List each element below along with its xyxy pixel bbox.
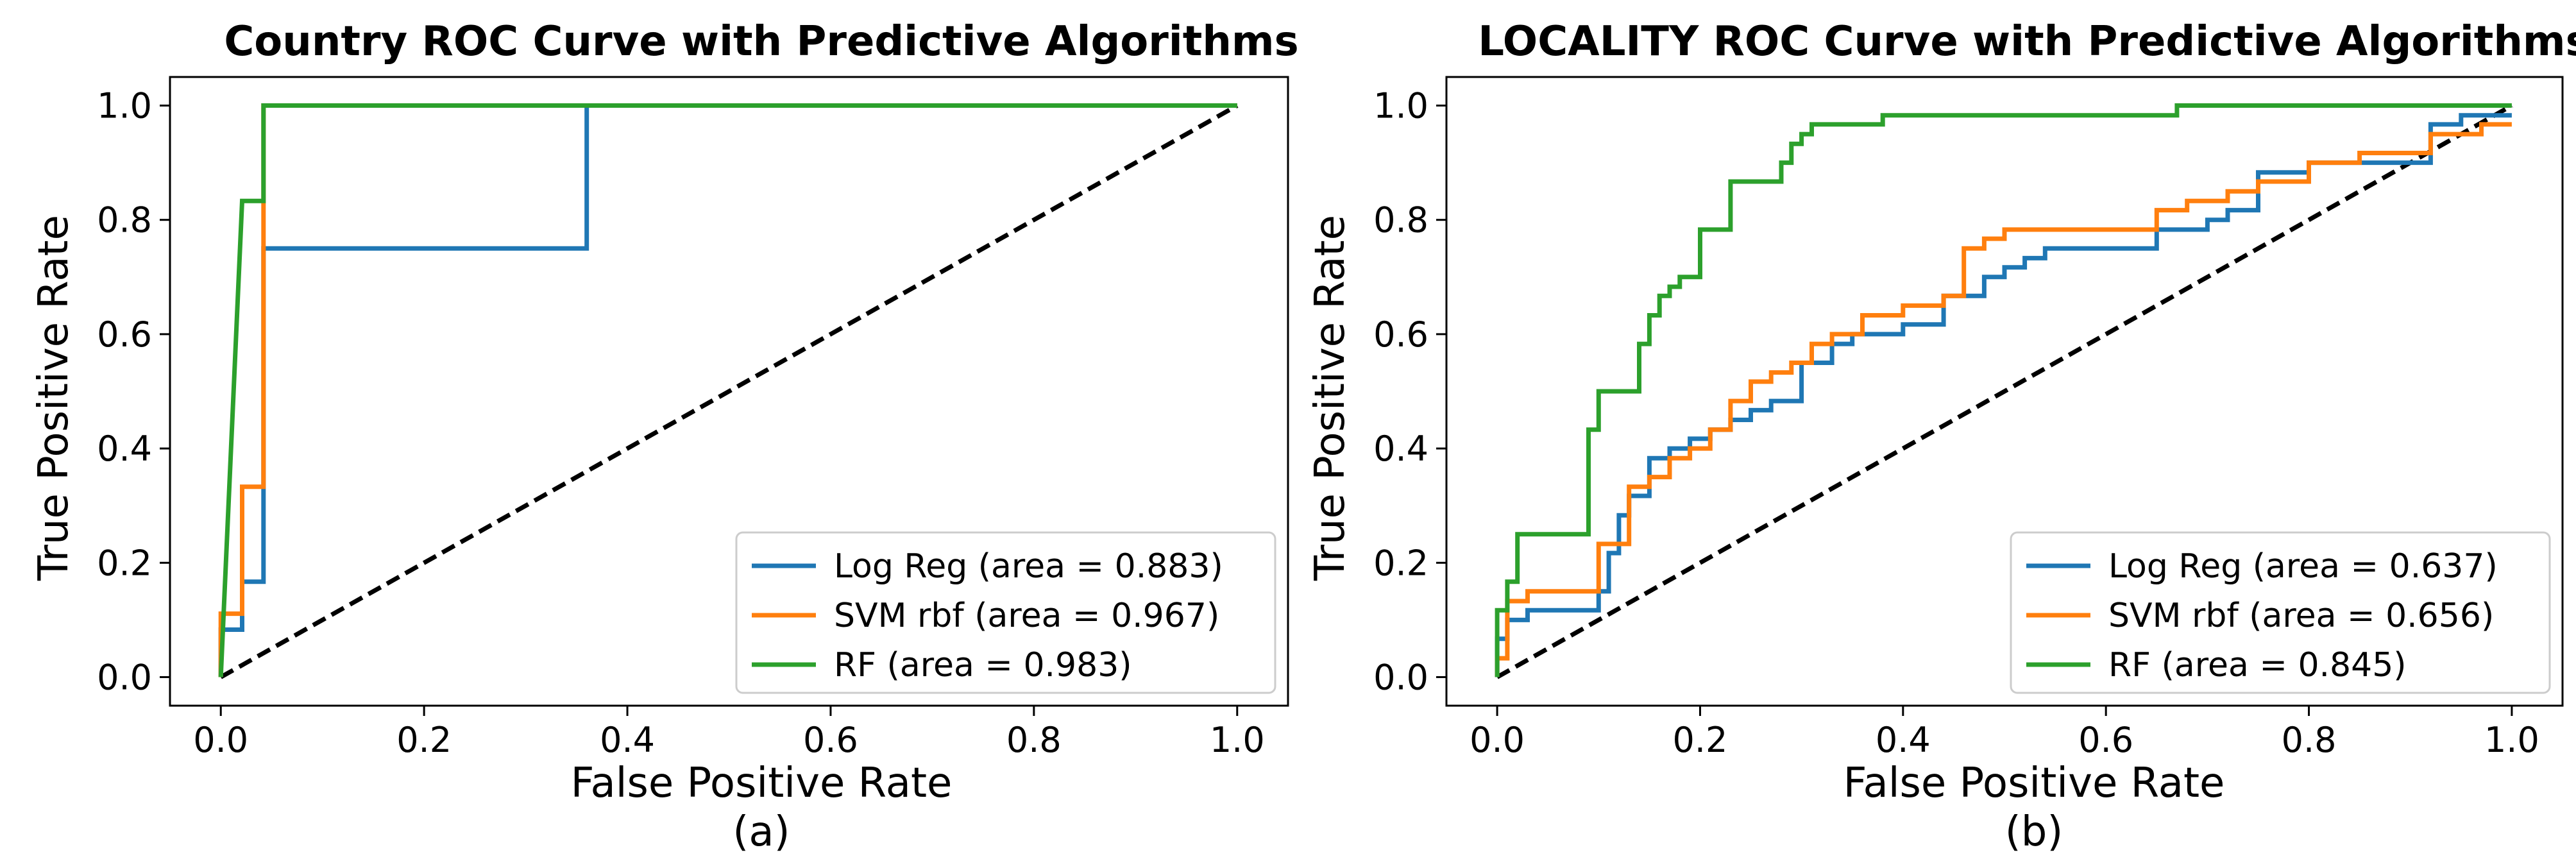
panel-a-legend: Log Reg (area = 0.883) SVM rbf (area = 0.…	[735, 531, 1276, 694]
panel-a-plot-area: 0.0 0.2 0.4 0.6 0.8 1.0 0.0 0.2 0.4 0.6 0.8 1.0 Log …	[97, 76, 1289, 760]
panel-a-ytick-label: 0.0	[97, 657, 152, 697]
panel-b-ytick-label: 0.2	[1373, 543, 1428, 583]
panel-a-legend-label-1: SVM rbf (area = 0.967)	[834, 597, 1219, 635]
panel-b-xtick-label: 0.8	[2282, 720, 2337, 760]
panel-b-xtick-label: 0.2	[1673, 720, 1728, 760]
panel-a-xlabel: False Positive Rate	[571, 760, 953, 807]
panel-a-chance-diagonal	[219, 103, 1239, 679]
panel-a-axes-frame	[169, 76, 1289, 707]
panel-b-xtick-label: 0.6	[2078, 720, 2133, 760]
panel-country-roc: Country ROC Curve with Predictive Algori…	[30, 18, 1299, 856]
panel-b-axes-frame	[1445, 76, 2564, 707]
panel-b-plot-area: 0.0 0.2 0.4 0.6 0.8 1.0 0.0 0.2 0.4 0.6 0.8 1.0 Log …	[1373, 76, 2564, 760]
panel-b-ylabel: True Positive Rate	[1307, 215, 1354, 581]
panel-b-ytick-label: 0.0	[1373, 657, 1428, 697]
panel-a-legend-box	[735, 531, 1276, 694]
panel-b-legend: Log Reg (area = 0.637) SVM rbf (area = 0.…	[2010, 531, 2551, 694]
panel-b-chance-diagonal	[1496, 103, 2513, 679]
panel-b-ytick-label: 0.8	[1373, 200, 1428, 241]
panel-b-ytick-label: 0.4	[1373, 429, 1428, 469]
panel-b-ytick-label: 0.6	[1373, 314, 1428, 355]
panel-b-xtick-label: 1.0	[2484, 720, 2539, 760]
panel-a-xtick-label: 0.0	[193, 720, 248, 760]
panel-a-ytick-label: 1.0	[97, 86, 152, 126]
panel-locality-roc: LOCALITY ROC Curve with Predictive Algor…	[1307, 18, 2576, 856]
panel-a-ytick-label: 0.2	[97, 543, 152, 583]
panel-a-ytick-label: 0.4	[97, 429, 152, 469]
panel-b-title: LOCALITY ROC Curve with Predictive Algor…	[1478, 18, 2576, 65]
panel-b-legend-label-2: RF (area = 0.845)	[2108, 646, 2407, 685]
panel-b-series-2-line	[1495, 103, 2512, 677]
panel-b-caption: (b)	[2005, 808, 2063, 856]
panel-a-xtick-label: 0.2	[396, 720, 452, 760]
panel-a-series-0-line	[218, 103, 1237, 677]
panel-b-legend-box	[2010, 531, 2551, 694]
panel-b-ytick-label: 1.0	[1373, 86, 1428, 126]
panel-a-ylabel: True Positive Rate	[30, 215, 78, 581]
panel-a-ytick-label: 0.8	[97, 200, 152, 241]
panel-b-series-1-line	[1495, 122, 2512, 677]
panel-b-xtick-label: 0.0	[1470, 720, 1525, 760]
panel-a-xtick-label: 1.0	[1210, 720, 1265, 760]
panel-a-legend-label-2: RF (area = 0.983)	[834, 646, 1132, 685]
panel-a-xtick-label: 0.6	[803, 720, 858, 760]
panel-a-legend-label-0: Log Reg (area = 0.883)	[834, 547, 1223, 586]
panel-b-legend-label-0: Log Reg (area = 0.637)	[2108, 547, 2498, 586]
panel-a-xtick-label: 0.8	[1006, 720, 1062, 760]
panel-a-ytick-label: 0.6	[97, 314, 152, 355]
panel-b-legend-label-1: SVM rbf (area = 0.656)	[2108, 597, 2494, 635]
panel-a-series-2-line	[218, 103, 1237, 677]
panel-a-caption: (a)	[733, 808, 790, 856]
panel-a-xtick-label: 0.4	[600, 720, 655, 760]
panel-a-title: Country ROC Curve with Predictive Algori…	[224, 18, 1298, 65]
panel-b-xtick-label: 0.4	[1876, 720, 1931, 760]
panel-b-xlabel: False Positive Rate	[1843, 760, 2225, 807]
